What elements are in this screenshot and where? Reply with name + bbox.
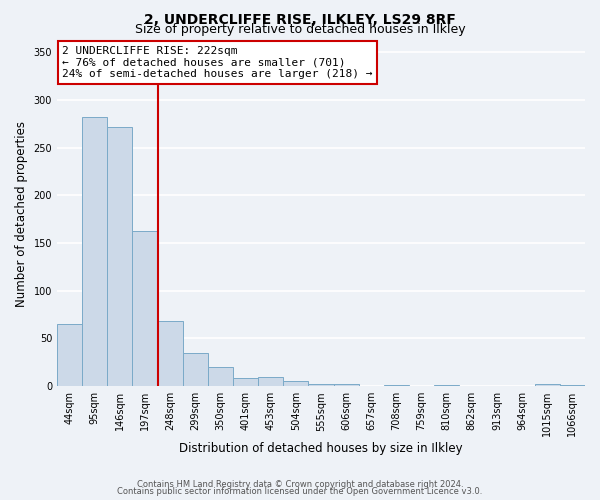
Bar	[308, 384, 334, 386]
Bar	[233, 378, 258, 386]
Bar	[57, 324, 82, 386]
X-axis label: Distribution of detached houses by size in Ilkley: Distribution of detached houses by size …	[179, 442, 463, 455]
Text: Contains public sector information licensed under the Open Government Licence v3: Contains public sector information licen…	[118, 487, 482, 496]
Text: Contains HM Land Registry data © Crown copyright and database right 2024.: Contains HM Land Registry data © Crown c…	[137, 480, 463, 489]
Bar	[535, 384, 560, 386]
Bar	[133, 230, 158, 386]
Bar	[158, 322, 183, 386]
Bar	[183, 353, 208, 386]
Text: Size of property relative to detached houses in Ilkley: Size of property relative to detached ho…	[134, 22, 466, 36]
Text: 2 UNDERCLIFFE RISE: 222sqm
← 76% of detached houses are smaller (701)
24% of sem: 2 UNDERCLIFFE RISE: 222sqm ← 76% of deta…	[62, 46, 373, 79]
Text: 2, UNDERCLIFFE RISE, ILKLEY, LS29 8RF: 2, UNDERCLIFFE RISE, ILKLEY, LS29 8RF	[144, 12, 456, 26]
Y-axis label: Number of detached properties: Number of detached properties	[15, 122, 28, 308]
Bar	[258, 376, 283, 386]
Bar	[283, 382, 308, 386]
Bar	[208, 367, 233, 386]
Bar	[107, 126, 133, 386]
Bar	[82, 117, 107, 386]
Bar	[334, 384, 359, 386]
